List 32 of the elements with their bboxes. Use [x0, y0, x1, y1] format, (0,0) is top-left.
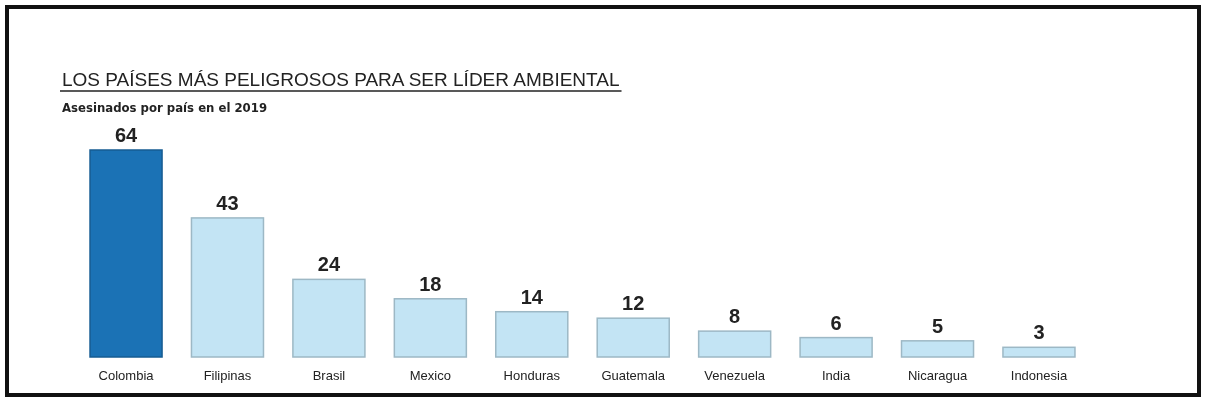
chart-subtitle: Asesinados por país en el 2019 — [62, 100, 268, 115]
x-tick-label: Filipinas — [203, 368, 252, 384]
x-tick-label: Indonesia — [1010, 368, 1068, 384]
data-label: 8 — [729, 305, 741, 328]
data-label: 12 — [622, 292, 645, 315]
bar — [89, 149, 163, 358]
x-tick-label: Venezuela — [704, 368, 766, 384]
data-label: 14 — [520, 285, 544, 308]
bar — [900, 340, 975, 358]
bar — [190, 217, 265, 358]
x-tick-label: India — [821, 368, 851, 384]
bar — [697, 330, 772, 358]
data-label: 18 — [419, 272, 442, 295]
x-tick-label: Colombia — [98, 368, 155, 384]
data-label: 24 — [317, 253, 341, 276]
x-tick-label: Honduras — [503, 368, 561, 384]
data-label: 3 — [1033, 321, 1045, 344]
chart-title: LOS PAÍSES MÁS PELIGROSOS PARA SER LÍDER AMBIENTAL — [62, 69, 620, 90]
data-label: 5 — [931, 314, 944, 337]
bar — [596, 317, 670, 358]
x-tick-label: Mexico — [409, 368, 451, 384]
bar — [495, 310, 569, 358]
data-label: 43 — [216, 191, 239, 214]
x-tick-label: Nicaragua — [907, 368, 968, 384]
x-tick-label: Brasil — [312, 368, 346, 384]
data-label: 64 — [114, 124, 139, 146]
bar — [393, 298, 468, 358]
bar — [292, 278, 366, 358]
bar — [799, 336, 873, 358]
bar — [1002, 346, 1076, 358]
data-label: 6 — [830, 311, 842, 334]
x-tick-label: Guatemala — [601, 368, 666, 384]
